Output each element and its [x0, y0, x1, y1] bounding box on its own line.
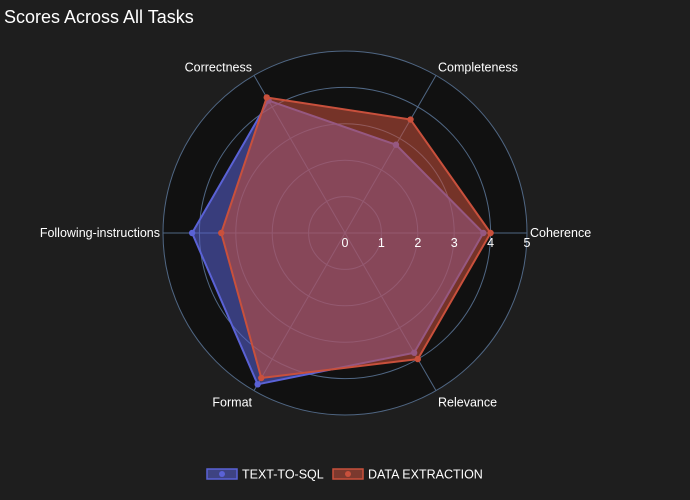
radial-tick-label: 1	[378, 236, 385, 250]
radial-tick-label: 3	[451, 236, 458, 250]
data-point-data-extraction	[263, 94, 270, 101]
axis-label: Completeness	[438, 60, 518, 74]
chart-title: Scores Across All Tasks	[4, 7, 194, 27]
radial-tick-label: 0	[342, 236, 349, 250]
radial-tick-label: 5	[524, 236, 531, 250]
data-point-text-to-sql	[254, 381, 261, 388]
data-point-data-extraction	[407, 116, 414, 123]
radial-tick-label: 4	[487, 236, 494, 250]
radial-tick-label: 2	[414, 236, 421, 250]
data-point-data-extraction	[218, 229, 225, 237]
axis-label: Correctness	[185, 60, 252, 74]
legend-label[interactable]: TEXT-TO-SQL	[242, 468, 324, 482]
legend-marker	[345, 471, 351, 477]
axis-label: Following-instructions	[40, 226, 160, 240]
data-point-data-extraction	[487, 229, 494, 237]
axis-label: Coherence	[530, 226, 591, 240]
axis-label: Format	[212, 396, 252, 410]
legend-marker	[219, 471, 225, 477]
axis-label: Relevance	[438, 396, 497, 410]
data-point-text-to-sql	[188, 229, 196, 237]
data-point-data-extraction	[414, 355, 421, 363]
data-point-data-extraction	[258, 374, 265, 382]
legend-label[interactable]: DATA EXTRACTION	[368, 468, 483, 482]
